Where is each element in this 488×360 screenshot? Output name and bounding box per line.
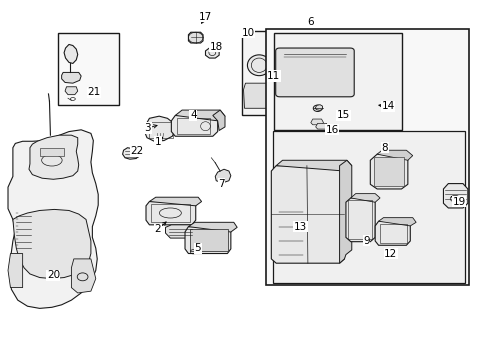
Polygon shape <box>378 218 415 226</box>
Text: 2: 2 <box>154 225 161 234</box>
Text: 14: 14 <box>381 102 394 112</box>
Text: 1: 1 <box>154 137 161 147</box>
Text: 21: 21 <box>87 87 101 97</box>
Bar <box>347 201 371 239</box>
Polygon shape <box>65 87 78 95</box>
Polygon shape <box>376 150 412 160</box>
Text: 17: 17 <box>199 12 212 22</box>
Bar <box>189 229 227 251</box>
Polygon shape <box>443 184 467 208</box>
Polygon shape <box>205 47 219 58</box>
Bar <box>241 31 306 116</box>
Polygon shape <box>64 44 78 63</box>
Polygon shape <box>184 226 230 253</box>
Bar <box>177 118 210 134</box>
Polygon shape <box>271 166 344 263</box>
Polygon shape <box>71 259 96 293</box>
Polygon shape <box>339 160 351 263</box>
Polygon shape <box>315 123 328 129</box>
Text: 10: 10 <box>241 28 254 38</box>
Bar <box>272 131 465 283</box>
Polygon shape <box>369 154 407 189</box>
Bar <box>373 157 403 186</box>
Polygon shape <box>61 72 81 83</box>
Text: 5: 5 <box>194 243 201 253</box>
Polygon shape <box>315 105 322 111</box>
Text: 9: 9 <box>363 236 369 246</box>
Polygon shape <box>345 198 374 242</box>
Text: 16: 16 <box>325 125 338 135</box>
Bar <box>58 33 119 105</box>
Polygon shape <box>188 32 203 43</box>
Polygon shape <box>8 253 22 288</box>
Ellipse shape <box>313 105 322 112</box>
Polygon shape <box>144 116 175 141</box>
Text: 19: 19 <box>451 197 465 207</box>
Text: 6: 6 <box>306 17 313 27</box>
Bar <box>149 122 172 138</box>
Bar <box>266 30 468 285</box>
Bar <box>40 148 64 156</box>
Text: 8: 8 <box>381 143 387 153</box>
Polygon shape <box>8 130 98 309</box>
Text: 11: 11 <box>266 71 280 81</box>
Polygon shape <box>350 194 379 202</box>
Polygon shape <box>374 221 409 245</box>
Text: 15: 15 <box>336 111 349 121</box>
Polygon shape <box>149 197 201 206</box>
Bar <box>273 33 401 130</box>
Text: 3: 3 <box>144 123 151 133</box>
Polygon shape <box>310 119 323 125</box>
Polygon shape <box>188 222 237 232</box>
Text: 13: 13 <box>293 222 306 231</box>
Bar <box>151 204 189 222</box>
Polygon shape <box>215 169 230 183</box>
Polygon shape <box>122 148 140 159</box>
Text: 18: 18 <box>209 42 223 51</box>
Polygon shape <box>155 132 168 140</box>
Polygon shape <box>29 135 79 179</box>
Text: 20: 20 <box>47 270 60 280</box>
Ellipse shape <box>247 55 270 76</box>
Polygon shape <box>175 110 224 121</box>
Polygon shape <box>171 116 217 136</box>
Text: 7: 7 <box>218 179 224 189</box>
FancyBboxPatch shape <box>275 48 353 97</box>
Polygon shape <box>276 160 351 171</box>
Ellipse shape <box>276 62 300 83</box>
Polygon shape <box>165 225 198 238</box>
Polygon shape <box>212 110 224 131</box>
Text: 12: 12 <box>384 248 397 258</box>
Text: 4: 4 <box>190 111 196 121</box>
Polygon shape <box>243 83 304 108</box>
Polygon shape <box>13 210 91 279</box>
Text: 22: 22 <box>130 146 143 156</box>
Polygon shape <box>146 202 195 225</box>
Bar <box>379 224 406 243</box>
